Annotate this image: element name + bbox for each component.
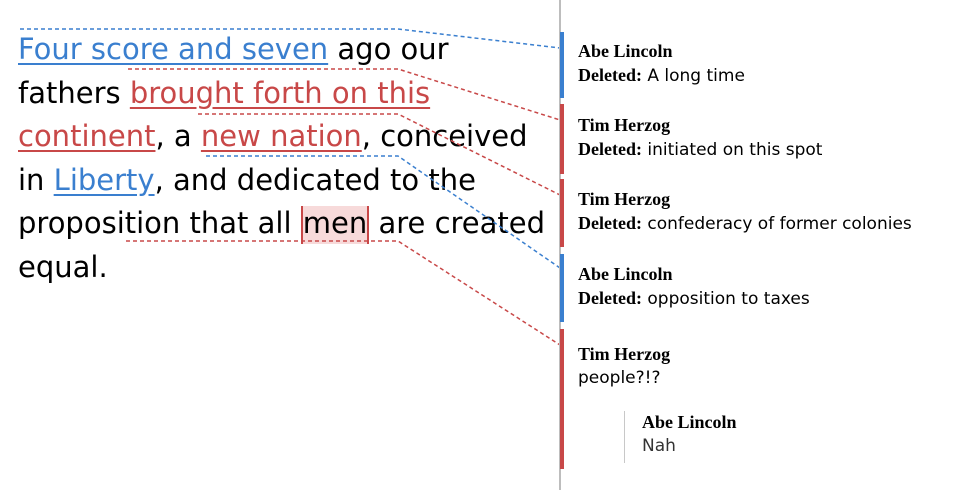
deleted-text: A long time	[647, 66, 745, 86]
reply-author: Abe Lincoln	[642, 412, 737, 432]
insertion-brought-forth[interactable]: brought forth on this continent	[18, 75, 431, 154]
comment-text: Deleted: confederacy of former colonies	[578, 210, 912, 237]
insertion-liberty[interactable]: Liberty	[53, 162, 155, 197]
connector-line	[206, 155, 561, 269]
comment-5[interactable]: Tim Herzog people?!?	[578, 343, 670, 391]
comment-author: Abe Lincoln	[578, 41, 673, 61]
document-text: are created equal.	[18, 206, 546, 284]
reply-indent-line	[624, 411, 625, 463]
comment-bar	[560, 254, 564, 322]
comment-3[interactable]: Tim Herzog Deleted: confederacy of forme…	[578, 188, 912, 237]
reply-text: Nah	[642, 436, 676, 456]
connector-line	[126, 240, 561, 346]
comment-reply[interactable]: Abe Lincoln Nah	[642, 411, 737, 459]
comment-text: people?!?	[578, 368, 661, 388]
document-text: , and dedicated to the proposition that …	[18, 162, 476, 241]
comment-author: Tim Herzog	[578, 189, 671, 209]
document-text: , conceived in	[18, 119, 528, 197]
comment-author: Tim Herzog	[578, 344, 671, 364]
document-text: ago our fathers	[18, 32, 449, 110]
comment-bar	[560, 329, 564, 469]
deleted-text: opposition to taxes	[647, 289, 810, 309]
connector-line	[20, 28, 561, 49]
comment-bar	[560, 179, 564, 247]
deleted-text: initiated on this spot	[647, 140, 823, 160]
comment-1[interactable]: Abe Lincoln Deleted: A long time	[578, 40, 745, 89]
comment-text: Deleted: A long time	[578, 62, 745, 89]
comment-anchor-men[interactable]: men	[300, 206, 370, 244]
deleted-label: Deleted:	[578, 288, 642, 308]
deleted-label: Deleted:	[578, 65, 642, 85]
deleted-label: Deleted:	[578, 213, 642, 233]
insertion-new-nation[interactable]: new nation	[200, 119, 362, 153]
connector-line	[128, 68, 561, 121]
connector-line	[198, 113, 561, 196]
deleted-label: Deleted:	[578, 139, 642, 159]
comment-4[interactable]: Abe Lincoln Deleted: opposition to taxes	[578, 263, 810, 312]
deleted-text: confederacy of former colonies	[647, 214, 912, 234]
comment-text: Deleted: opposition to taxes	[578, 285, 810, 312]
insertion-four-score[interactable]: Four score and seven	[18, 32, 329, 66]
comment-text: Deleted: initiated on this spot	[578, 136, 822, 163]
document-text: , a	[155, 119, 201, 153]
comment-bar	[560, 104, 564, 174]
document-body[interactable]: Four score and seven ago our fathers bro…	[18, 28, 558, 289]
comment-2[interactable]: Tim Herzog Deleted: initiated on this sp…	[578, 114, 822, 163]
comment-author: Abe Lincoln	[578, 264, 673, 284]
comment-author: Tim Herzog	[578, 115, 671, 135]
comment-bar	[560, 32, 564, 98]
